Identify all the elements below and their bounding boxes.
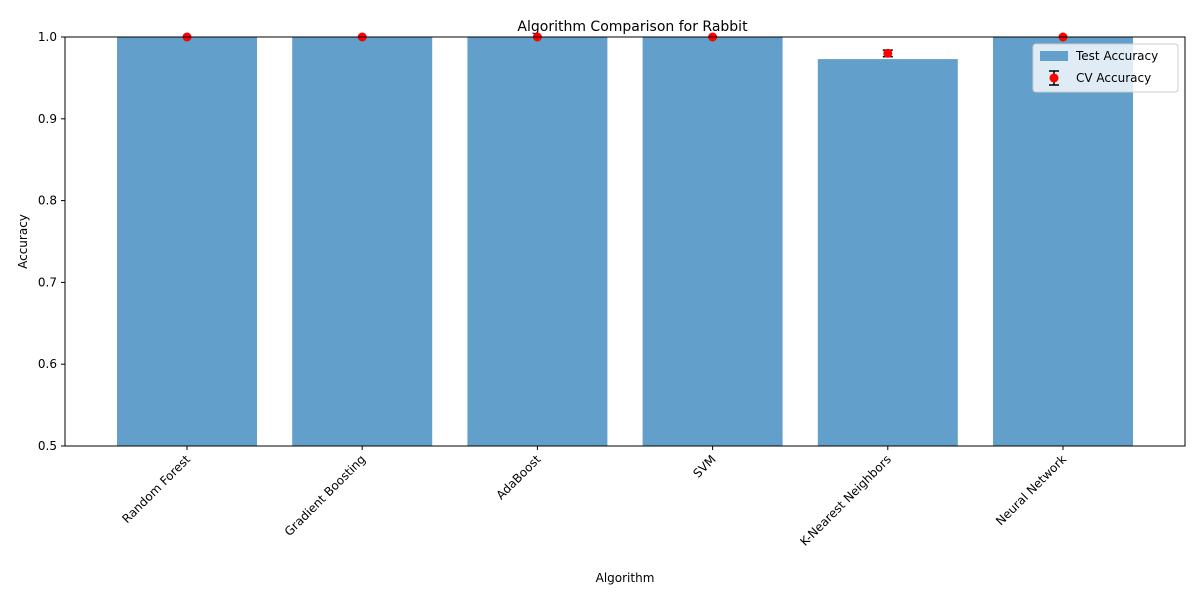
legend-swatch-test-accuracy [1040, 51, 1068, 61]
bar-gradient-boosting [292, 37, 433, 446]
legend-label-test-accuracy: Test Accuracy [1075, 49, 1158, 63]
y-tick-label-0-7: 0.7 [38, 275, 57, 289]
bar-svm [642, 37, 783, 446]
y-tick-label-0-8: 0.8 [38, 194, 57, 208]
y-tick-label-1-0: 1.0 [38, 30, 57, 44]
y-tick-label-0-5: 0.5 [38, 439, 57, 453]
legend-label-cv-accuracy: CV Accuracy [1076, 71, 1151, 85]
y-tick-label-0-9: 0.9 [38, 112, 57, 126]
bar-random-forest [117, 37, 257, 446]
cv-point-k-nearest-neighbors [883, 48, 893, 58]
x-axis-label: Algorithm [596, 571, 655, 585]
plot-frame [64, 36, 1186, 447]
bar-adaboost [467, 37, 608, 446]
y-tick-label-0-6: 0.6 [38, 357, 57, 371]
legend-box [1032, 43, 1179, 93]
legend: Test Accuracy CV Accuracy [1032, 43, 1179, 93]
y-axis: 0.5 0.6 0.7 0.8 0.9 1.0 [38, 30, 65, 453]
bar-neural-network [993, 37, 1133, 446]
legend-marker-cv-accuracy [1049, 73, 1059, 83]
chart-title: Algorithm Comparison for Rabbit [517, 19, 748, 35]
bar-k-nearest-neighbors [817, 59, 958, 446]
y-axis-label: Accuracy [16, 214, 30, 269]
bars-layer [117, 37, 1133, 446]
